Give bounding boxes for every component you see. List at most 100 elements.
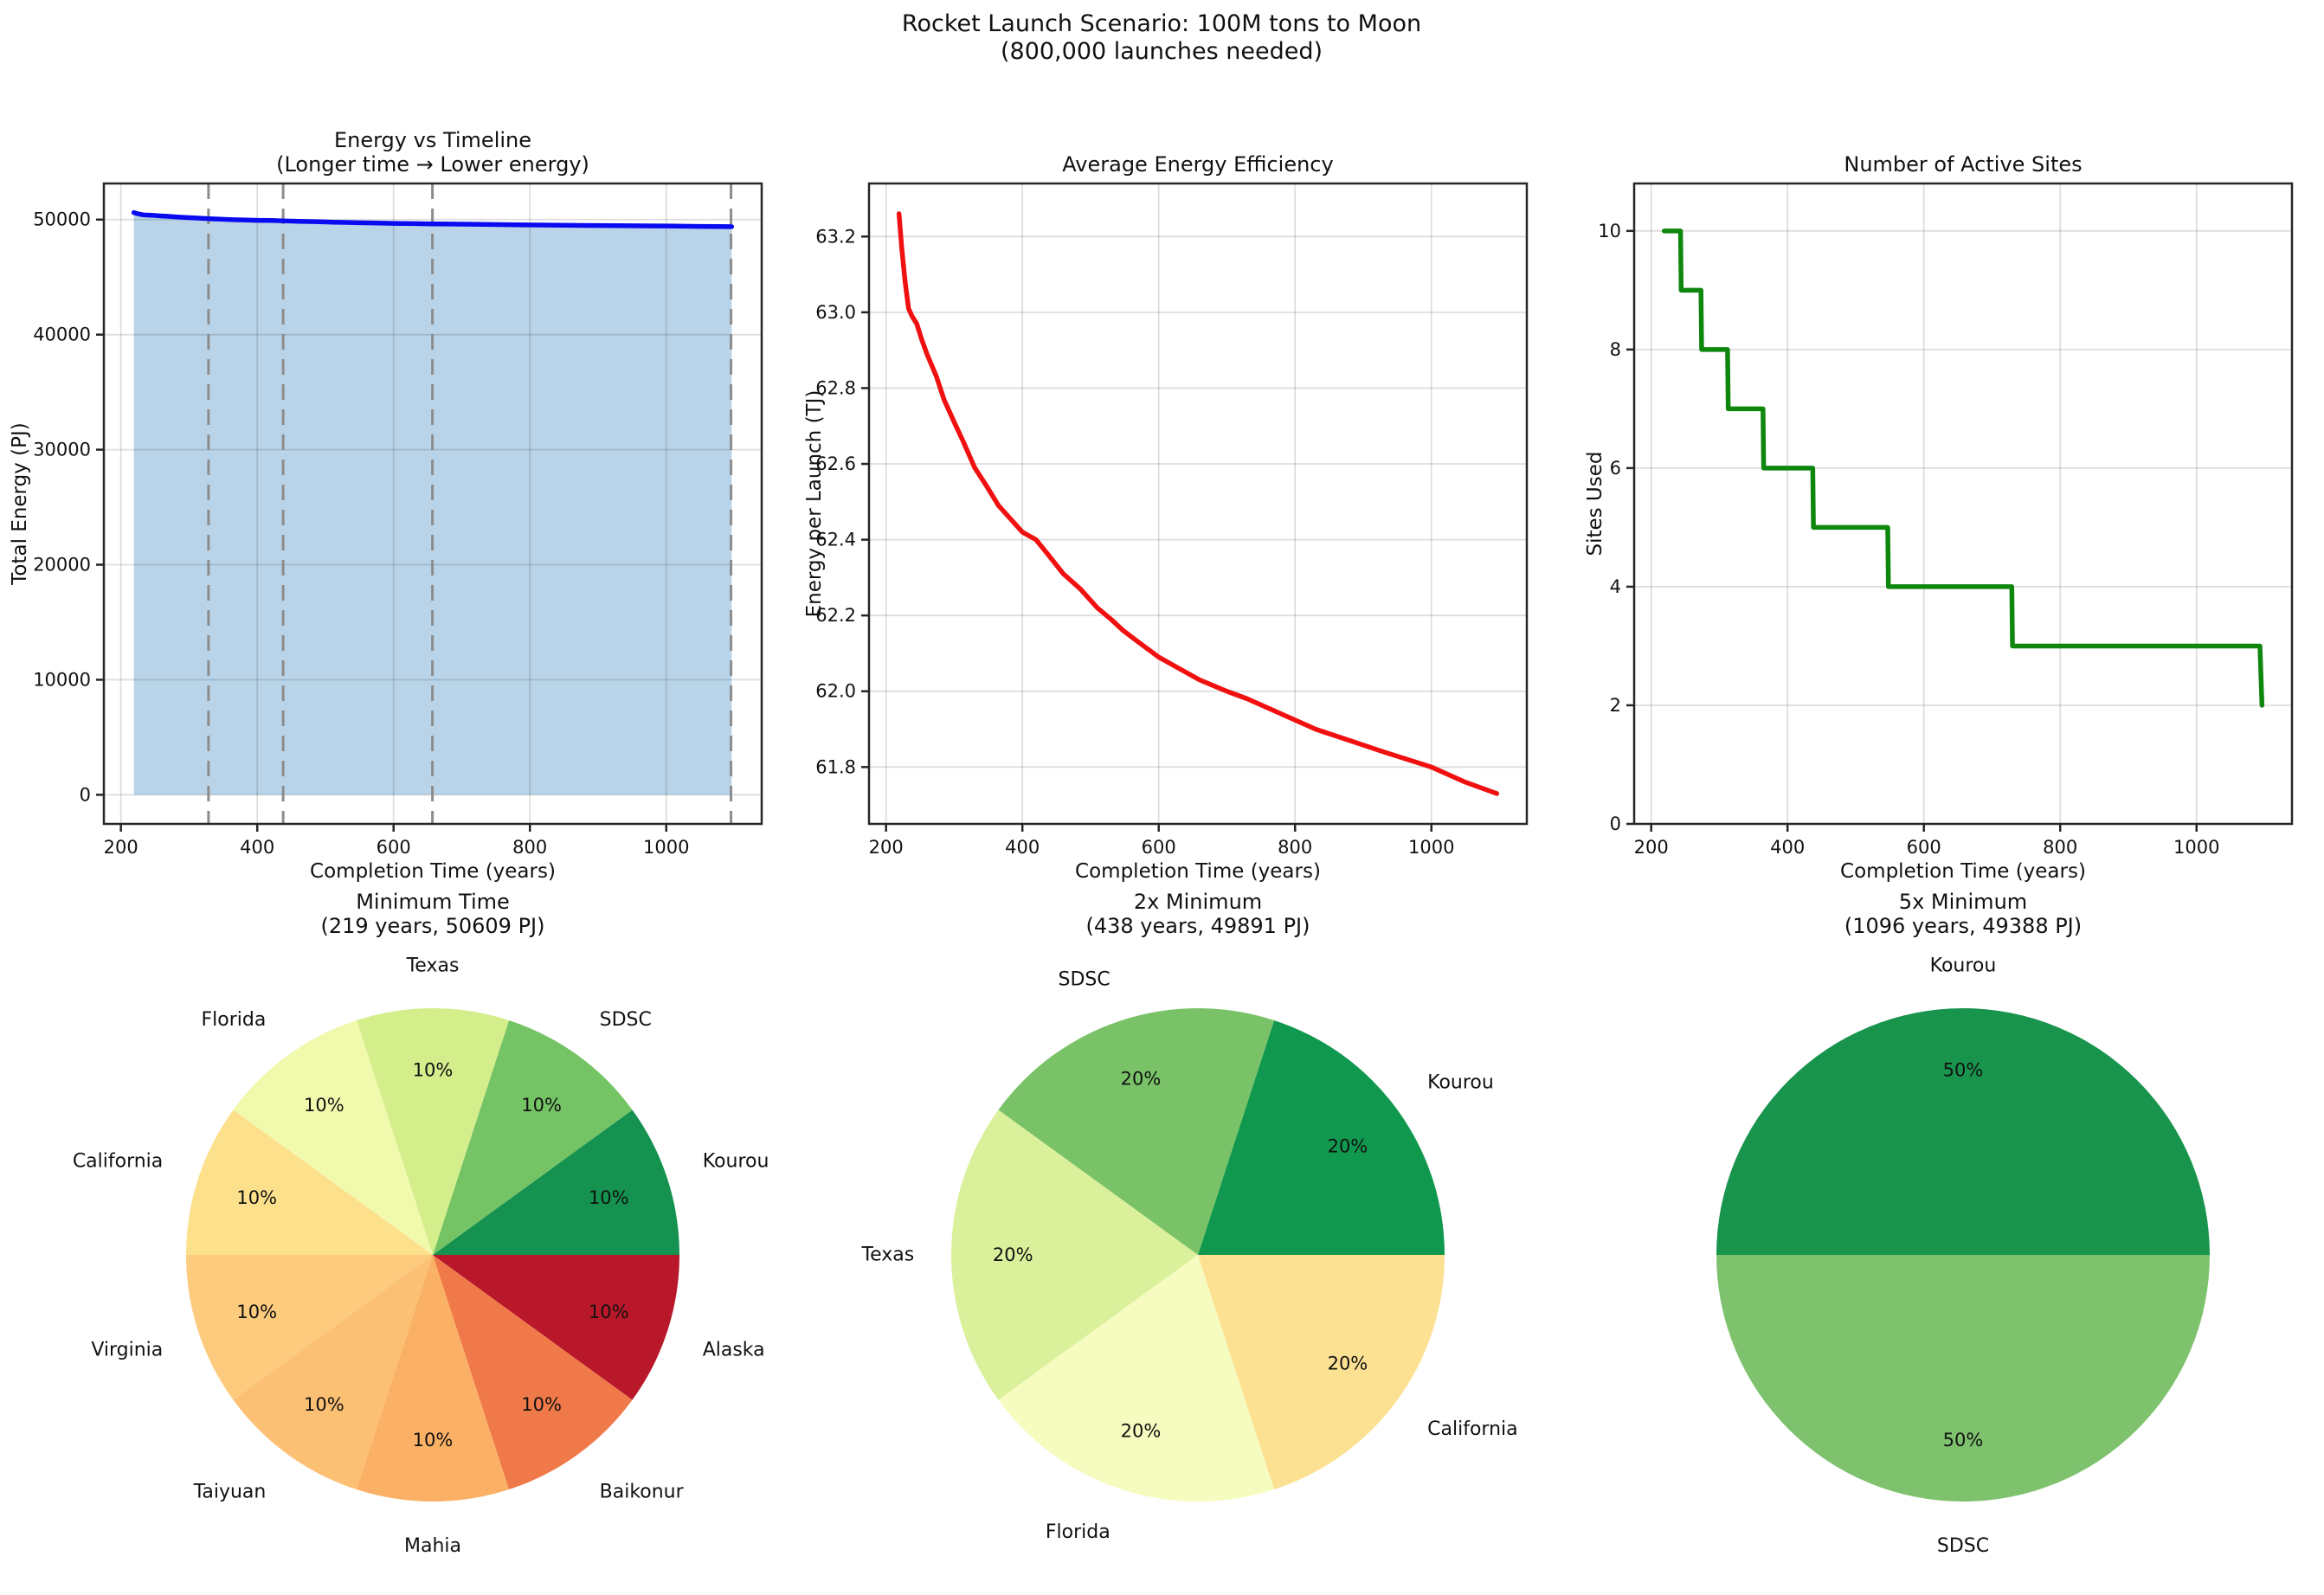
pie-slice-label: Taiyuan bbox=[193, 1481, 267, 1502]
y-tick-label: 62.2 bbox=[815, 605, 856, 626]
x-tick-label: 400 bbox=[240, 837, 274, 858]
y-tick-label: 8 bbox=[1610, 339, 1621, 360]
pie-2x-minimum-title-line2: (438 years, 49891 PJ) bbox=[1086, 914, 1310, 938]
pie-slice-label: Kourou bbox=[1930, 955, 1997, 976]
pie-slice-pct-label: 20% bbox=[993, 1244, 1033, 1265]
pie-minimum-time-title-line2: (219 years, 50609 PJ) bbox=[321, 914, 545, 938]
pie-slice-california bbox=[1198, 1255, 1445, 1490]
y-tick-label: 10000 bbox=[33, 669, 91, 690]
x-tick-label: 400 bbox=[1005, 837, 1040, 858]
pie-slice-sdsc bbox=[1716, 1255, 2210, 1502]
pie-slice-florida bbox=[998, 1255, 1275, 1502]
pie-slice-alaska bbox=[433, 1255, 679, 1400]
y-tick-label: 40000 bbox=[33, 325, 91, 345]
y-tick-label: 62.0 bbox=[815, 681, 856, 702]
x-tick-label: 1000 bbox=[643, 837, 689, 858]
chart-energy-xlabel: Completion Time (years) bbox=[310, 860, 556, 883]
pie-slice-texas bbox=[951, 1109, 1198, 1400]
pie-slice-label: California bbox=[1427, 1418, 1517, 1440]
x-tick-label: 600 bbox=[377, 837, 411, 858]
chart-efficiency-xlabel: Completion Time (years) bbox=[1075, 860, 1321, 883]
y-tick-label: 62.6 bbox=[815, 453, 856, 474]
chart-efficiency-title: Average Energy Efficiency bbox=[1062, 152, 1333, 177]
x-tick-label: 800 bbox=[2043, 837, 2077, 858]
pie-slice-mahia bbox=[356, 1255, 510, 1502]
figure-title-line1: Rocket Launch Scenario: 100M tons to Moo… bbox=[902, 10, 1421, 37]
x-tick-label: 200 bbox=[1634, 837, 1669, 858]
y-tick-label: 63.0 bbox=[815, 302, 856, 323]
y-tick-label: 30000 bbox=[33, 440, 91, 460]
y-tick-label: 20000 bbox=[33, 555, 91, 576]
pie-slice-label: SDSC bbox=[1058, 968, 1110, 990]
pie-slice-label: SDSC bbox=[1937, 1535, 1989, 1557]
pie-slice-pct-label: 10% bbox=[413, 1430, 454, 1450]
pie-slice-pct-label: 10% bbox=[589, 1302, 629, 1322]
pie-slice-pct-label: 50% bbox=[1943, 1430, 1984, 1450]
chart-energy-plot: 200 400 600 800 1000010000200003000040000500… bbox=[33, 182, 763, 858]
y-tick-label: 62.8 bbox=[815, 377, 856, 398]
pie-slice-label: SDSC bbox=[600, 1009, 652, 1031]
pie-slice-sdsc bbox=[433, 1019, 633, 1255]
y-tick-label: 61.8 bbox=[815, 756, 856, 777]
pie-5x-minimum: Kourou 50% SDSC 50% bbox=[1716, 955, 2210, 1557]
pie-slice-label: Kourou bbox=[703, 1151, 769, 1173]
pie-slice-california bbox=[186, 1109, 433, 1255]
chart-energy-ylabel: Total Energy (PJ) bbox=[9, 422, 31, 585]
y-tick-label: 63.2 bbox=[815, 226, 856, 247]
plot-spines bbox=[1632, 182, 2294, 826]
pie-slice-virginia bbox=[186, 1255, 433, 1400]
energy-vs-timeline-curve bbox=[131, 209, 735, 229]
pie-slice-pct-label: 10% bbox=[304, 1095, 344, 1116]
y-tick-label: 0 bbox=[80, 784, 91, 805]
x-tick-label: 1000 bbox=[2173, 837, 2219, 858]
pie-slice-label: Baikonur bbox=[600, 1481, 685, 1502]
pie-2x-minimum: Kourou 20% SDSC 20% Texas 20% Florida 20% Califo… bbox=[860, 968, 1517, 1543]
pie-slice-label: Mahia bbox=[404, 1535, 461, 1557]
chart-sites-xlabel: Completion Time (years) bbox=[1840, 860, 2086, 883]
y-tick-label: 62.4 bbox=[815, 530, 856, 550]
pie-slice-pct-label: 20% bbox=[1121, 1069, 1162, 1090]
chart-sites-plot: 200 400 600 800 1000 0 2 4 6 8 10 bbox=[1598, 182, 2294, 858]
pie-minimum-time-title-line1: Minimum Time bbox=[356, 890, 510, 914]
pie-slice-pct-label: 20% bbox=[1328, 1135, 1368, 1156]
y-tick-label: 6 bbox=[1610, 458, 1621, 479]
pie-slice-pct-label: 10% bbox=[413, 1059, 454, 1080]
x-tick-label: 600 bbox=[1142, 837, 1176, 858]
pie-slice-label: Texas bbox=[860, 1244, 914, 1266]
pie-slice-florida bbox=[233, 1019, 433, 1255]
pie-slice-pct-label: 10% bbox=[236, 1302, 277, 1322]
pie-slice-pct-label: 50% bbox=[1943, 1059, 1984, 1080]
y-tick-label: 2 bbox=[1610, 695, 1621, 716]
pie-slice-label: Kourou bbox=[1427, 1071, 1494, 1093]
pie-slice-texas bbox=[356, 1008, 510, 1255]
pie-slice-label: Florida bbox=[1046, 1521, 1110, 1543]
figure-title-line2: (800,000 launches needed) bbox=[1001, 38, 1323, 65]
pie-slice-label: Virginia bbox=[91, 1339, 163, 1360]
y-tick-label: 0 bbox=[1610, 814, 1621, 834]
pie-slice-label: California bbox=[73, 1151, 163, 1173]
pie-slice-pct-label: 10% bbox=[236, 1187, 277, 1208]
x-tick-label: 200 bbox=[869, 837, 904, 858]
x-tick-label: 400 bbox=[1770, 837, 1805, 858]
x-tick-label: 200 bbox=[104, 837, 138, 858]
chart-energy-title-line2: (Longer time → Lower energy) bbox=[276, 152, 589, 177]
pie-5x-minimum-title-line2: (1096 years, 49388 PJ) bbox=[1844, 914, 2082, 938]
pie-slice-kourou bbox=[433, 1109, 679, 1255]
pie-minimum-time: Kourou 10% SDSC 10% Texas 10% Florida 10% Califo… bbox=[73, 955, 769, 1557]
plot-spines bbox=[102, 182, 763, 826]
pie-slice-kourou bbox=[1716, 1008, 2210, 1255]
x-tick-label: 1000 bbox=[1408, 837, 1454, 858]
pie-slice-pct-label: 10% bbox=[304, 1394, 344, 1415]
pie-slice-pct-label: 10% bbox=[589, 1187, 629, 1208]
pie-slice-sdsc bbox=[998, 1008, 1275, 1255]
chart-efficiency-ylabel: Energy per Launch (TJ) bbox=[803, 390, 826, 618]
chart-energy-title-line1: Energy vs Timeline bbox=[334, 128, 531, 152]
pie-slice-label: Alaska bbox=[703, 1339, 765, 1360]
pie-slice-kourou bbox=[1198, 1019, 1445, 1255]
x-tick-label: 800 bbox=[512, 837, 547, 858]
plot-spines bbox=[867, 182, 1529, 826]
pie-2x-minimum-title-line1: 2x Minimum bbox=[1134, 890, 1262, 914]
pie-slice-pct-label: 10% bbox=[521, 1394, 562, 1415]
pie-slice-pct-label: 10% bbox=[521, 1095, 562, 1116]
